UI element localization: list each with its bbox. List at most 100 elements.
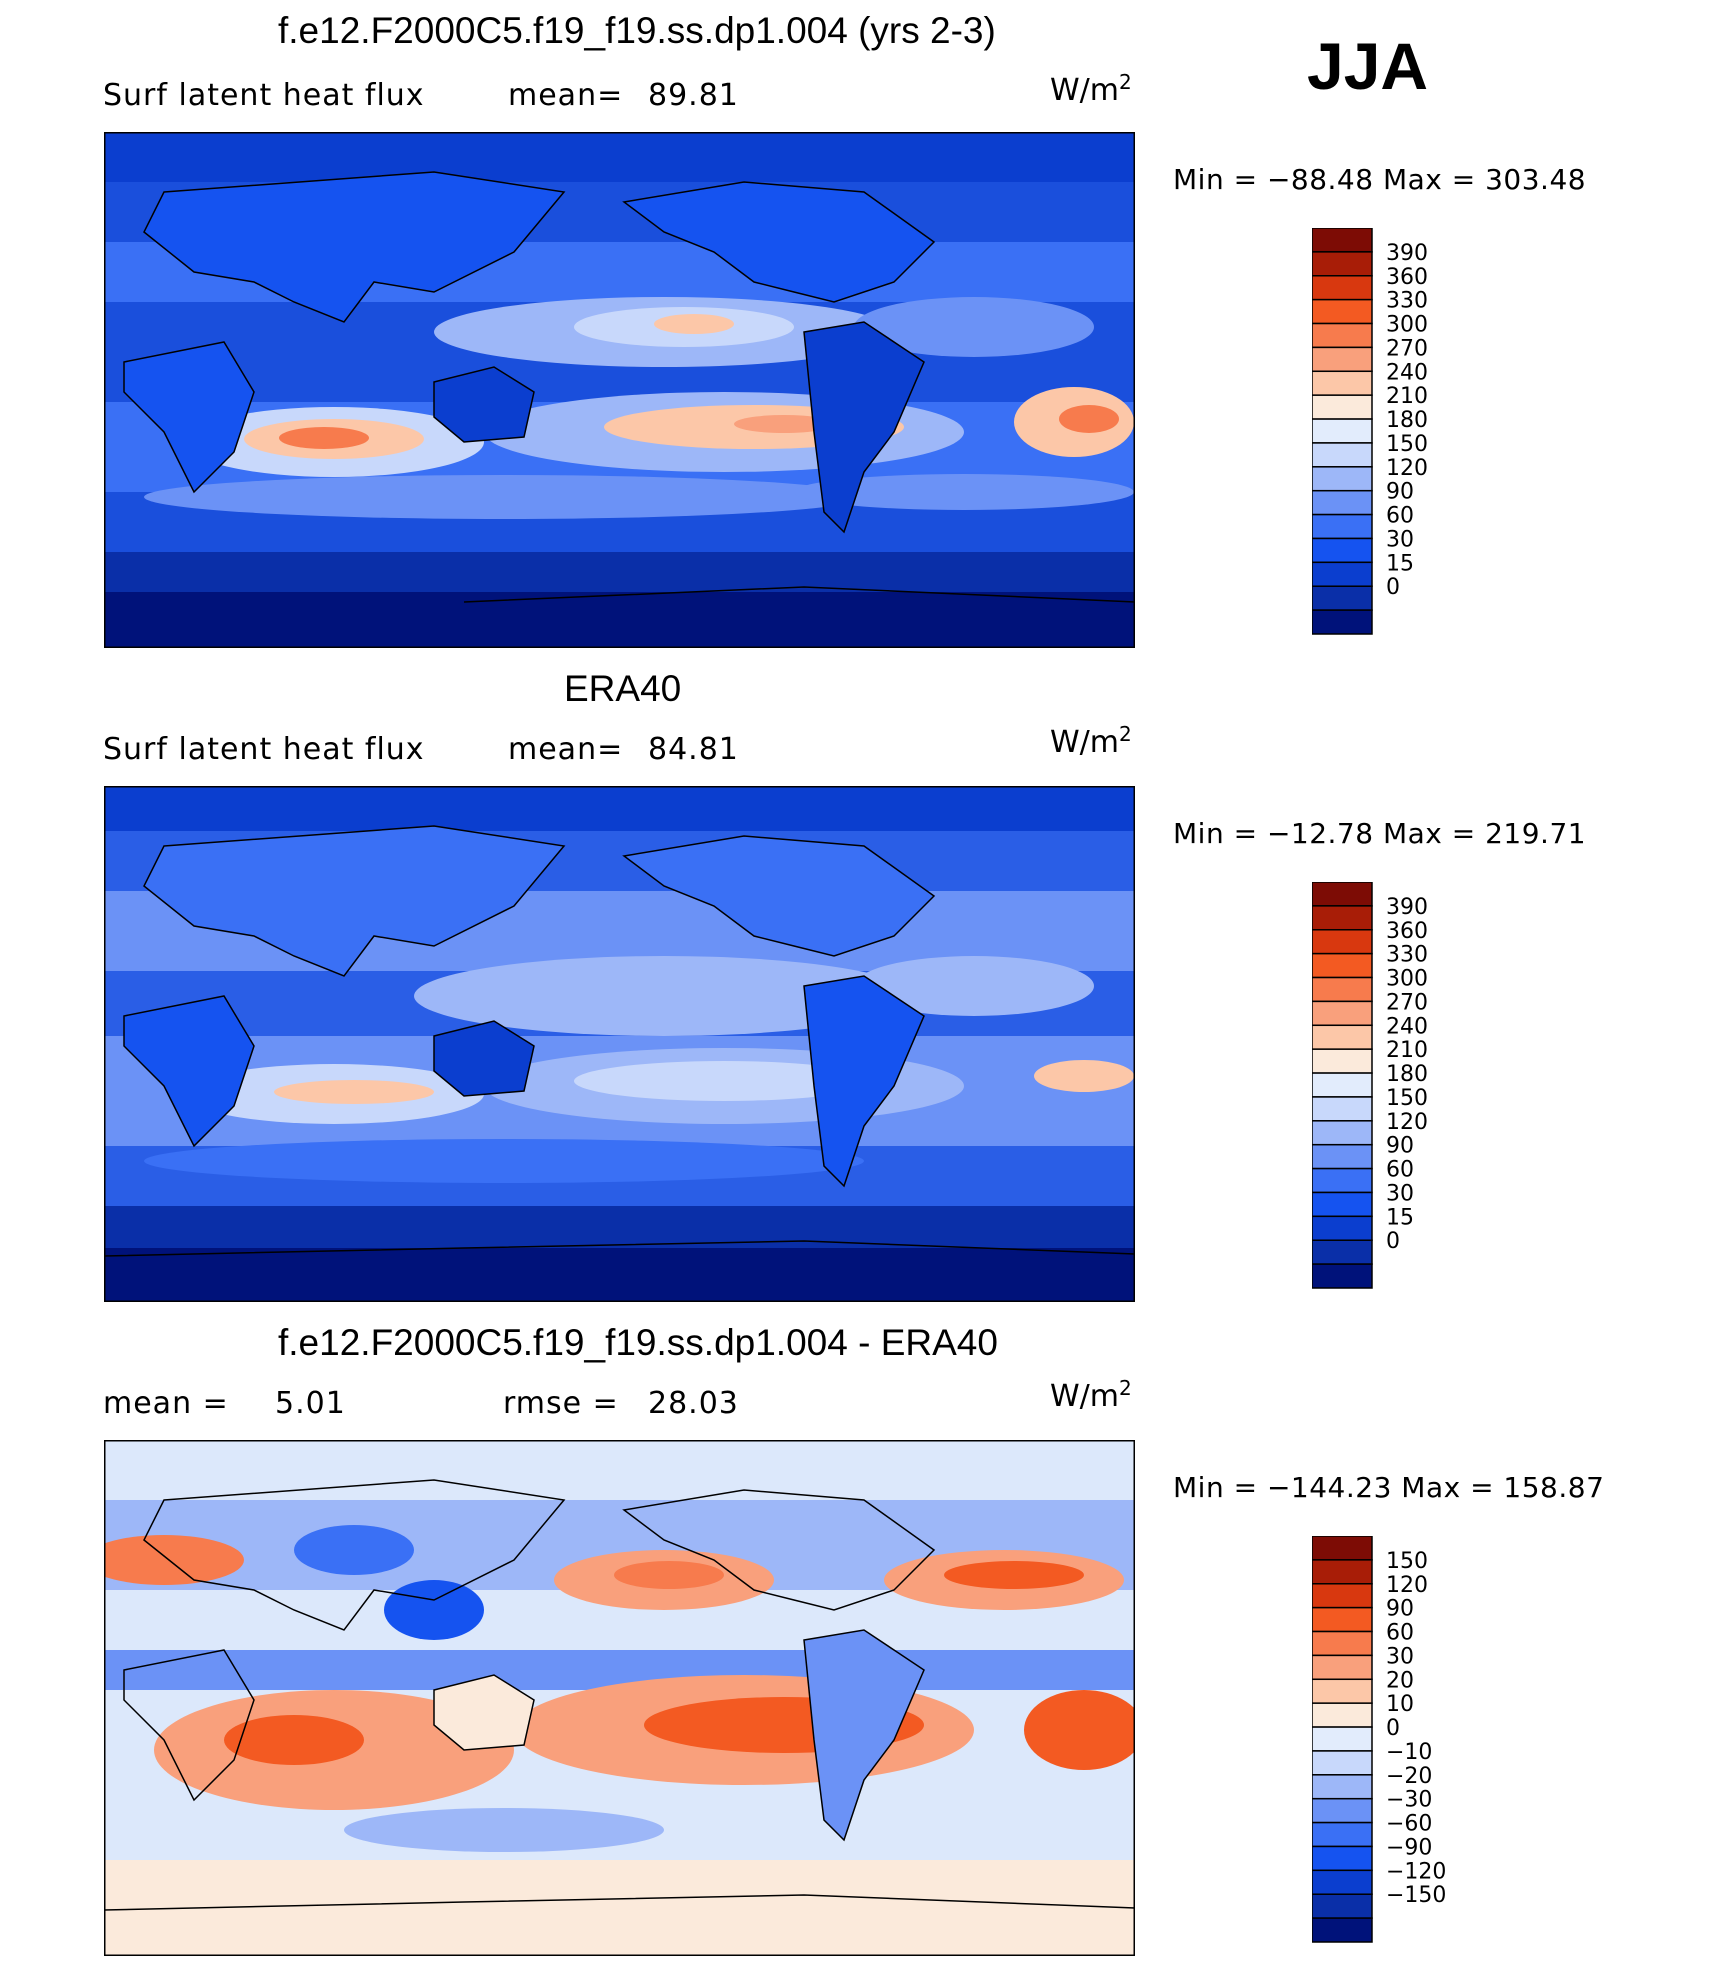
colorbar-label: 180 [1386,408,1428,433]
colorbar-label: 120 [1386,456,1428,481]
colorbar-swatch [1312,1559,1373,1585]
colorbar-swatch [1312,1096,1373,1122]
colorbar-swatch [1312,228,1373,253]
colorbar-swatch [1312,929,1373,955]
colorbar-swatch [1312,370,1373,396]
panel1-mean-label: mean= [508,78,624,113]
colorbar-swatch [1312,346,1373,373]
colorbar-swatch [1312,1869,1373,1895]
colorbar-swatch [1312,1215,1373,1241]
colorbar-label: 210 [1386,384,1428,409]
colorbar-swatch [1312,489,1373,516]
colorbar-label: 270 [1386,990,1428,1015]
colorbar-swatch [1312,537,1373,564]
colorbar-label: 210 [1386,1038,1428,1063]
colorbar-label: 20 [1386,1668,1414,1693]
colorbar-swatch [1312,513,1373,540]
colorbar-label: 0 [1386,1229,1400,1254]
colorbar-label: 30 [1386,527,1414,552]
panel3-rmse-label: rmse = [503,1386,619,1421]
colorbar-label: −90 [1386,1835,1432,1860]
panel2-map [104,786,1135,1302]
colorbar-label: 120 [1386,1573,1428,1598]
colorbar-label: −10 [1386,1740,1432,1765]
colorbar-label: 150 [1386,1549,1428,1574]
colorbar-label: −150 [1386,1883,1446,1908]
colorbar-label: 300 [1386,967,1428,992]
colorbar-swatch [1312,1917,1373,1943]
colorbar-swatch [1312,1000,1373,1027]
colorbar-label: 90 [1386,480,1414,505]
colorbar-swatch [1312,418,1373,444]
colorbar-swatch [1312,251,1373,277]
colorbar-swatch [1312,609,1373,635]
colorbar-swatch [1312,1536,1373,1561]
colorbar-swatch [1312,1654,1373,1681]
season-label: JJA [1307,29,1429,103]
colorbar-label: 0 [1386,1716,1400,1741]
panel2-units: W/m2 [1050,722,1132,760]
colorbar-label: 150 [1386,432,1428,457]
panel3-units: W/m2 [1050,1376,1132,1414]
panel2-mean-value: 84.81 [648,732,739,767]
colorbar-swatch [1312,442,1373,468]
colorbar-swatch [1312,882,1373,907]
colorbar-label: 270 [1386,336,1428,361]
colorbar-label: −60 [1386,1812,1432,1837]
panel3-title: f.e12.F2000C5.f19_f19.ss.dp1.004 - ERA40 [278,1322,998,1363]
colorbar-swatch [1312,322,1373,349]
panel3-rmse-value: 28.03 [648,1386,739,1421]
colorbar-label: 30 [1386,1644,1414,1669]
colorbar-swatch [1312,1239,1373,1265]
colorbar-swatch [1312,394,1373,420]
panel2-title: ERA40 [564,668,682,709]
colorbar-swatch [1312,1191,1373,1218]
colorbar-swatch [1312,1048,1373,1074]
panel1-minmax: Min = −88.48 Max = 303.48 [1173,163,1587,196]
colorbar-swatch [1312,976,1373,1003]
panel3-minmax: Min = −144.23 Max = 158.87 [1173,1471,1605,1504]
panel1-map [104,132,1135,648]
panel3-map [104,1440,1135,1956]
panel2-minmax: Min = −12.78 Max = 219.71 [1173,817,1587,850]
colorbar-label: 15 [1386,551,1414,576]
colorbar-label: 30 [1386,1181,1414,1206]
colorbar-swatch [1312,1678,1373,1704]
colorbar-swatch [1312,561,1373,587]
colorbar-label: 390 [1386,895,1428,920]
colorbar-label: −20 [1386,1764,1432,1789]
panel3-mean-value: 5.01 [275,1386,346,1421]
panel1-variable-label: Surf latent heat flux [103,78,425,113]
colorbar-swatch [1312,1024,1373,1050]
colorbar-label: 150 [1386,1086,1428,1111]
colorbar-swatch [1312,952,1373,979]
colorbar-label: 60 [1386,504,1414,529]
colorbar-label: 330 [1386,943,1428,968]
colorbar-swatch [1312,275,1373,301]
panel3-mean-label: mean = [103,1386,229,1421]
colorbar-label: 390 [1386,241,1428,266]
colorbar-label: 300 [1386,313,1428,338]
colorbar-swatch [1312,585,1373,611]
colorbar-label: 240 [1386,1014,1428,1039]
colorbar-swatch [1312,1263,1373,1289]
colorbar-swatch [1312,1750,1373,1776]
colorbar-label: 360 [1386,919,1428,944]
colorbar-swatch [1312,466,1373,492]
colorbar-label: 240 [1386,360,1428,385]
colorbar-swatch [1312,1630,1373,1657]
colorbar-swatch [1312,1774,1373,1800]
colorbar-swatch [1312,1167,1373,1194]
colorbar-swatch [1312,1821,1373,1848]
colorbar-swatch [1312,1893,1373,1919]
colorbar-swatch [1312,1583,1373,1609]
colorbar-label: 15 [1386,1205,1414,1230]
colorbar-label: −120 [1386,1859,1446,1884]
colorbar-swatch [1312,1143,1373,1170]
panel2-mean-label: mean= [508,732,624,767]
colorbar-label: 60 [1386,1621,1414,1646]
colorbar-label: 10 [1386,1692,1414,1717]
